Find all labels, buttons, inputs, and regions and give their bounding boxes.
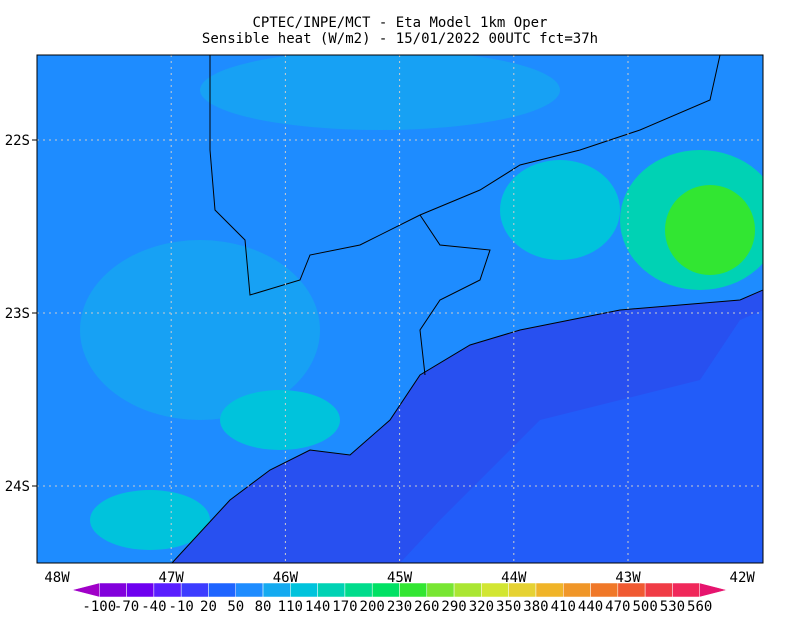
colorbar-cell — [344, 582, 373, 598]
lon-label: 44W — [501, 570, 527, 586]
colorbar-label: 530 — [660, 599, 685, 615]
colorbar-cell — [180, 582, 209, 598]
colorbar-cell — [672, 582, 700, 598]
colorbar-cell — [535, 582, 564, 598]
lat-label: 22S — [5, 133, 30, 149]
colorbar-cell — [126, 582, 155, 598]
colorbar-label: 500 — [632, 599, 657, 615]
colorbar-label: 230 — [387, 599, 412, 615]
colorbar-cell — [563, 582, 591, 598]
lon-label: 46W — [273, 570, 299, 586]
colorbar-cell — [617, 582, 646, 598]
colorbar-label: 290 — [441, 599, 466, 615]
colorbar-cell — [99, 582, 127, 598]
title: CPTEC/INPE/MCT - Eta Model 1km Oper — [252, 15, 547, 31]
colorbar-label: 470 — [605, 599, 630, 615]
colorbar-label: -70 — [114, 599, 139, 615]
colorbar-label: 320 — [469, 599, 494, 615]
lon-label: 45W — [387, 570, 413, 586]
colorbar-label: 200 — [360, 599, 385, 615]
colorbar: -100-70 -40 -10 20 50 80 110 140 170 200 230 260 290… — [71, 582, 728, 615]
colorbar-cell — [71, 582, 100, 598]
lon-label: 42W — [730, 570, 756, 586]
colorbar-label: 110 — [278, 599, 303, 615]
colorbar-label: 80 — [255, 599, 272, 615]
colorbar-cell — [508, 582, 537, 598]
lon-label: 48W — [44, 570, 70, 586]
colorbar-cell — [644, 582, 673, 598]
colorbar-label: 440 — [578, 599, 603, 615]
colorbar-cell — [590, 582, 619, 598]
colorbar-cell — [426, 582, 455, 598]
colorbar-cell — [399, 582, 428, 598]
subtitle: Sensible heat (W/m2) - 15/01/2022 00UTC … — [202, 31, 598, 47]
colorbar-label: -40 — [141, 599, 166, 615]
colorbar-cell — [453, 582, 482, 598]
colorbar-label: 350 — [496, 599, 521, 615]
colorbar-label: 140 — [305, 599, 330, 615]
colorbar-label: 260 — [414, 599, 439, 615]
colorbar-label: -10 — [169, 599, 194, 615]
colorbar-cell — [481, 582, 509, 598]
colorbar-cell — [262, 582, 291, 598]
colorbar-cell — [290, 582, 318, 598]
grid: 22S 23S 24S 48W 47W 46W 45W 44W 43W 42W — [5, 55, 763, 586]
colorbar-cell — [699, 582, 728, 598]
colorbar-label: 560 — [687, 599, 712, 615]
colorbar-cell — [235, 582, 264, 598]
lat-label: 23S — [5, 306, 30, 322]
colorbar-cell — [153, 582, 182, 598]
colorbar-cell — [317, 582, 346, 598]
colorbar-label: 410 — [551, 599, 576, 615]
colorbar-label: 20 — [200, 599, 217, 615]
colorbar-cell — [208, 582, 236, 598]
colorbar-label: 170 — [332, 599, 357, 615]
lat-label: 24S — [5, 479, 30, 495]
colorbar-label: 380 — [523, 599, 548, 615]
colorbar-cell — [371, 582, 400, 598]
lon-label: 47W — [159, 570, 185, 586]
map-frame — [36, 54, 764, 564]
lon-label: 43W — [615, 570, 641, 586]
colorbar-label: -100 — [82, 599, 116, 615]
colorbar-label: 50 — [227, 599, 244, 615]
